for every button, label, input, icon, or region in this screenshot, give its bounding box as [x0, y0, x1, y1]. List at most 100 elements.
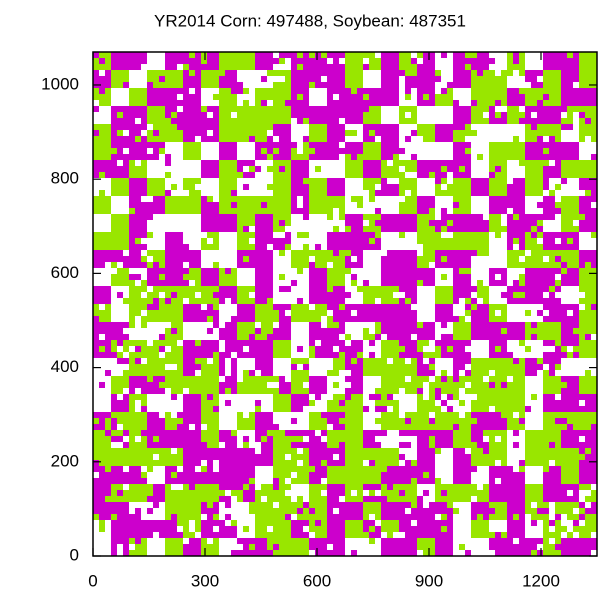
pixel — [399, 172, 405, 178]
pixel — [165, 88, 171, 94]
pixel — [417, 172, 423, 178]
pixel — [177, 76, 183, 82]
pixel — [417, 370, 423, 376]
pixel — [183, 358, 189, 364]
pixel — [387, 280, 393, 286]
pixel — [309, 520, 315, 526]
pixel — [489, 358, 495, 364]
pixel — [489, 472, 495, 478]
pixel — [153, 196, 159, 202]
pixel — [261, 148, 267, 154]
pixel — [477, 304, 483, 310]
pixel — [465, 418, 471, 424]
pixel — [219, 478, 225, 484]
pixel — [213, 208, 219, 214]
pixel — [267, 328, 273, 334]
pixel — [345, 76, 351, 82]
pixel — [111, 172, 117, 178]
pixel — [393, 226, 399, 232]
pixel — [417, 262, 423, 268]
pixel — [543, 376, 549, 382]
pixel — [411, 184, 417, 190]
pixel — [309, 118, 315, 124]
pixel — [291, 550, 297, 556]
pixel — [519, 400, 525, 406]
pixel — [147, 346, 153, 352]
pixel — [147, 532, 153, 538]
pixel — [261, 334, 267, 340]
pixel — [261, 364, 267, 370]
pixel — [213, 346, 219, 352]
pixel — [501, 538, 507, 544]
pixel — [441, 424, 447, 430]
pixel — [345, 304, 351, 310]
pixel — [381, 328, 387, 334]
pixel — [183, 430, 189, 436]
pixel — [141, 94, 147, 100]
pixel — [393, 250, 399, 256]
pixel — [147, 454, 153, 460]
pixel — [345, 430, 351, 436]
pixel — [333, 430, 339, 436]
pixel — [519, 424, 525, 430]
pixel — [273, 184, 279, 190]
pixel — [261, 196, 267, 202]
pixel — [309, 490, 315, 496]
pixel — [171, 490, 177, 496]
pixel — [519, 358, 525, 364]
pixel — [117, 220, 123, 226]
pixel — [375, 100, 381, 106]
pixel — [261, 256, 267, 262]
pixel — [99, 238, 105, 244]
pixel — [177, 544, 183, 550]
pixel — [519, 466, 525, 472]
pixel — [207, 346, 213, 352]
pixel — [351, 508, 357, 514]
pixel — [177, 112, 183, 118]
pixel — [567, 280, 573, 286]
pixel — [375, 334, 381, 340]
pixel — [273, 484, 279, 490]
pixel — [417, 220, 423, 226]
pixel — [309, 352, 315, 358]
pixel — [327, 94, 333, 100]
pixel — [453, 268, 459, 274]
pixel — [387, 466, 393, 472]
pixel — [369, 490, 375, 496]
pixel — [189, 406, 195, 412]
pixel — [231, 94, 237, 100]
pixel — [123, 538, 129, 544]
pixel — [249, 304, 255, 310]
pixel — [171, 352, 177, 358]
pixel — [117, 418, 123, 424]
pixel — [453, 100, 459, 106]
pixel — [357, 316, 363, 322]
pixel — [513, 514, 519, 520]
pixel — [315, 496, 321, 502]
pixel — [423, 130, 429, 136]
pixel — [387, 340, 393, 346]
pixel — [279, 526, 285, 532]
pixel — [495, 100, 501, 106]
pixel — [423, 232, 429, 238]
pixel — [525, 268, 531, 274]
pixel — [141, 412, 147, 418]
pixel — [351, 406, 357, 412]
pixel — [189, 388, 195, 394]
pixel — [99, 430, 105, 436]
pixel — [297, 208, 303, 214]
pixel — [153, 388, 159, 394]
pixel — [255, 196, 261, 202]
pixel — [453, 508, 459, 514]
pixel — [123, 454, 129, 460]
pixel — [477, 250, 483, 256]
pixel — [297, 268, 303, 274]
pixel — [105, 208, 111, 214]
pixel — [333, 304, 339, 310]
pixel — [135, 364, 141, 370]
pixel — [531, 100, 537, 106]
pixel — [357, 436, 363, 442]
pixel — [381, 466, 387, 472]
pixel — [453, 412, 459, 418]
pixel — [555, 76, 561, 82]
